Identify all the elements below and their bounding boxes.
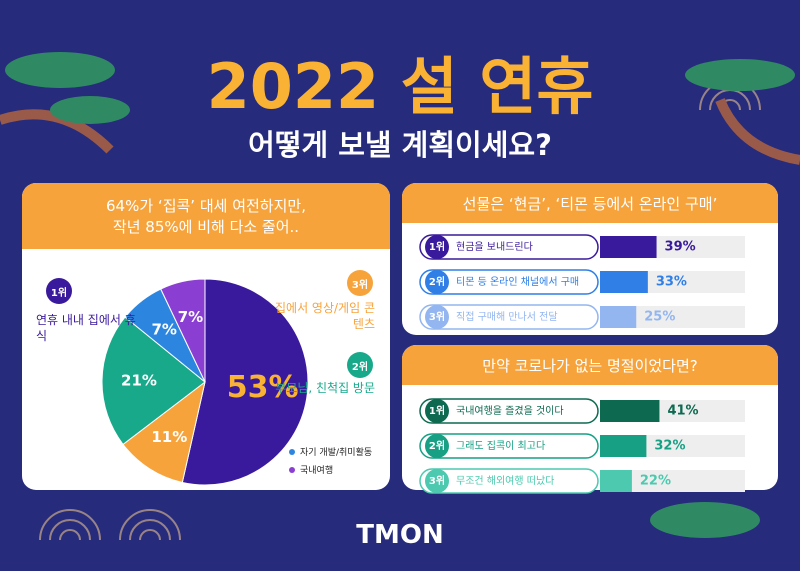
value-label: 32% (654, 439, 685, 454)
pie-slice (101, 316, 206, 446)
bar (600, 435, 647, 457)
rank-badge: 1위 (46, 278, 72, 304)
rank-label: 3위 (429, 310, 445, 323)
bar (600, 400, 660, 422)
pie-slice (160, 278, 206, 383)
value-label: 22% (640, 474, 671, 489)
subtitle: 어떻게 보낼 계획이세요? (248, 128, 552, 162)
panel-title: 작년 85%에 비해 다소 줄어.. (112, 218, 300, 236)
pie-slice (181, 278, 309, 486)
category-label: 그래도 집콕이 최고다 (456, 440, 545, 452)
bar (600, 271, 648, 293)
bar (600, 470, 632, 492)
rank-circle (425, 434, 449, 458)
slice-label: 11% (151, 428, 187, 446)
bar-track (600, 470, 745, 492)
bar (600, 306, 637, 328)
slice-label: 21% (121, 371, 157, 389)
value-label: 39% (665, 240, 696, 255)
category-label: 집에서 영상/게임 콘텐츠 (275, 301, 375, 331)
category-label: 무조건 해외여행 떠났다 (456, 474, 554, 487)
rank-label: 1위 (429, 404, 445, 417)
pie-slice (122, 380, 206, 484)
rank-label: 3위 (429, 474, 445, 487)
rank-label: 2위 (429, 439, 445, 452)
legend-label: 국내여행 (300, 466, 334, 476)
panel-title: 만약 코로나가 없는 명절이었다면? (402, 345, 778, 385)
label-pill (419, 269, 599, 295)
slice-label: 7% (151, 321, 176, 339)
panel-title: 선물은 ‘현금’, ‘티몬 등에서 온라인 구매’ (402, 183, 778, 223)
slice-label: 7% (178, 308, 203, 326)
category-label: 티몬 등 온라인 채널에서 구매 (456, 276, 579, 288)
label-pill (419, 468, 599, 494)
rank-label: 1위 (429, 240, 445, 253)
rank-badge: 3위 (347, 270, 373, 296)
legend-dot (289, 449, 295, 455)
category-label: 현금을 보내드린다 (456, 241, 533, 253)
value-label: 33% (656, 275, 687, 290)
bar (600, 236, 657, 258)
label-pill (419, 398, 599, 424)
label-pill (419, 433, 599, 459)
legend-dot (289, 467, 295, 473)
category-label: 부모님, 친척집 방문 (275, 381, 375, 395)
rank-label: 2위 (429, 275, 445, 288)
rank-circle (425, 469, 449, 493)
label-pill (419, 304, 599, 330)
slice-label: 53% (227, 370, 299, 405)
rank-circle (425, 270, 449, 294)
rank-circle (425, 305, 449, 329)
panel-header: 64%가 ‘집콕’ 대세 여전하지만, 작년 85%에 비해 다소 줄어.. (22, 183, 390, 249)
title: 2022 설 연휴 (206, 50, 594, 123)
rank-circle (425, 399, 449, 423)
rank-badge: 2위 (347, 352, 373, 378)
value-label: 25% (644, 310, 675, 325)
category-label: 직접 구매해 만나서 전달 (456, 310, 558, 323)
logo: TMON (356, 520, 444, 550)
category-label: 국내여행을 즐겼을 것이다 (456, 405, 564, 417)
legend-label: 자기 개발/취미활동 (300, 448, 373, 458)
label-pill (419, 234, 599, 260)
panel-title: 64%가 ‘집콕’ 대세 여전하지만, (106, 197, 306, 215)
category-label: 연휴 내내 집에서 휴식 (36, 313, 136, 343)
value-label: 41% (667, 404, 698, 419)
rank-circle (425, 235, 449, 259)
